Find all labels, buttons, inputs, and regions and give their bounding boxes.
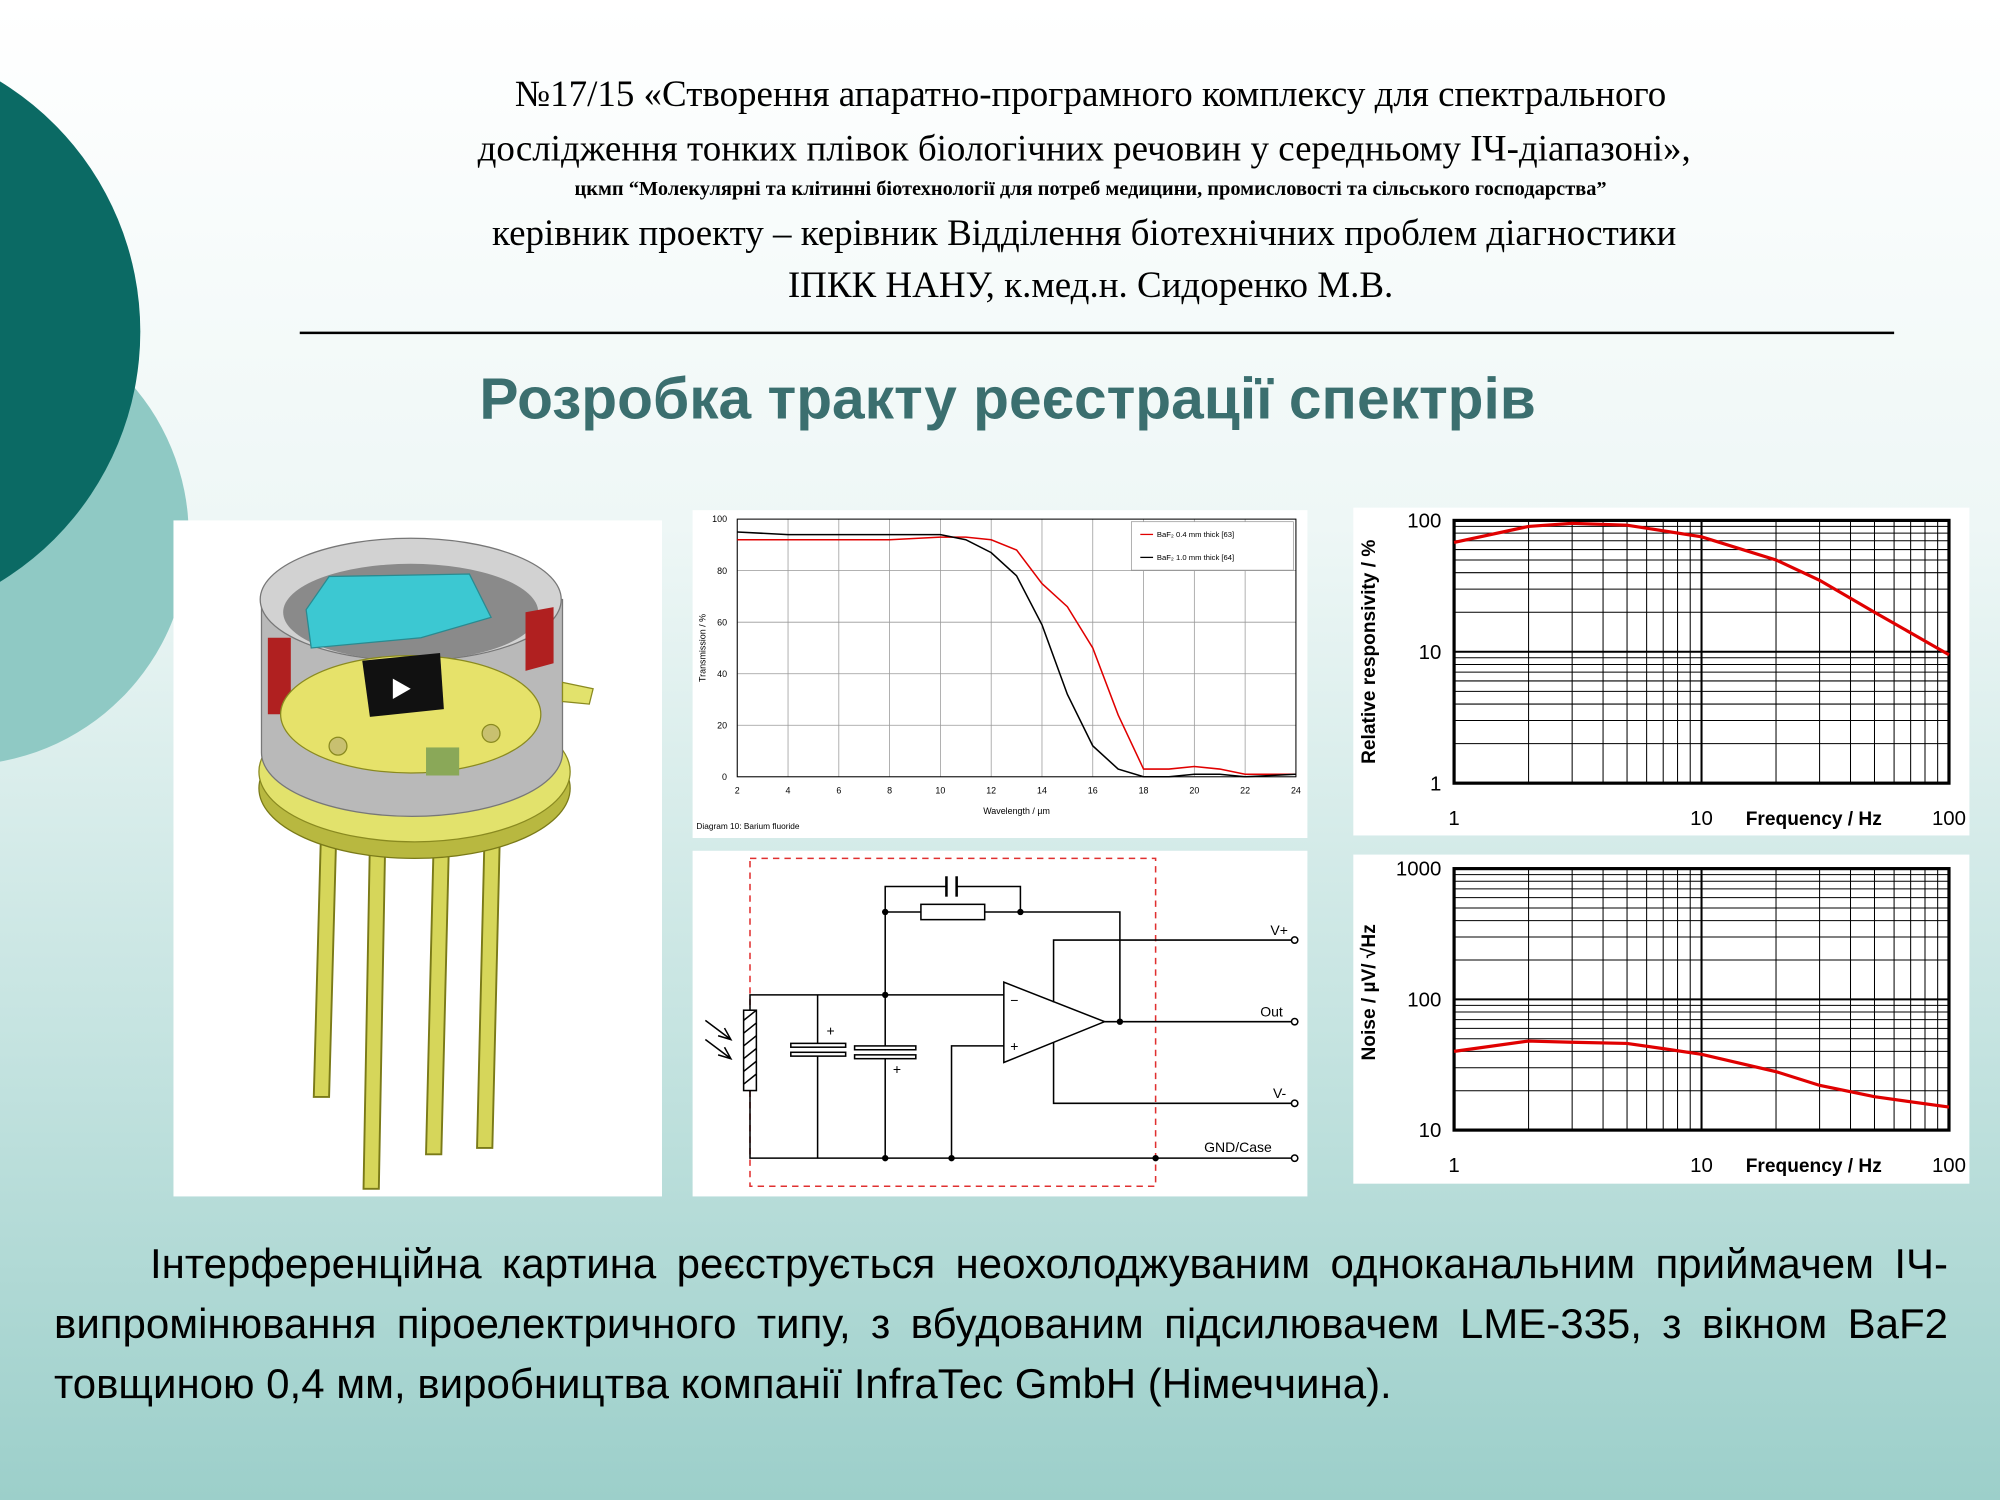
x-tick-label: 100 [1932,1155,1966,1177]
deco-circle-dark [0,81,141,582]
y-tick-label: 60 [717,617,727,627]
data-line [737,531,1296,778]
sensor-image [173,520,662,1197]
x-tick-label: 1 [1448,808,1459,830]
y-tick-label: 100 [1407,511,1441,533]
chart: 1 10 100 1 10 100 Frequency / Hz Relative respo… [1353,507,1970,836]
x-tick-label: 24 [1291,785,1301,795]
x-tick-label: 6 [836,785,841,795]
x-tick-label: 22 [1240,785,1250,795]
circuit-label: GND/Case [1204,1139,1272,1155]
plot-frame [1452,867,1951,1132]
header-line: ІПКК НАНУ, к.мед.н. Сидоренко М.В. [788,264,1393,305]
y-tick-label: 1000 [1396,859,1441,881]
legend-box [1130,521,1294,571]
circuit-sign: + [893,1061,901,1077]
x-tick-label: 18 [1139,785,1149,795]
y-tick-label: 10 [1419,642,1442,664]
x-tick-label: 10 [935,785,945,795]
x-tick-label: 100 [1932,808,1966,830]
y-axis-label: Transmission / % [697,614,707,682]
x-tick-label: 12 [986,785,996,795]
x-tick-label: 4 [786,785,791,795]
plot-frame [736,518,1297,778]
x-axis-label: Wavelength / µm [983,806,1050,816]
y-tick-label: 100 [712,514,727,524]
circuit-label: Out [1260,1004,1283,1020]
data-line [1453,1039,1950,1109]
description: Інтерференційна картина реєструється нео… [54,1240,1948,1407]
x-tick-label: 10 [1690,808,1713,830]
header-program: цкмп “Молекулярні та клітинні біотехноло… [574,178,1606,200]
chart: 2 4 6 8 10 12 14 16 18 20 22 24020406080100Waveleng… [692,510,1308,839]
circuit-label: V- [1273,1085,1287,1101]
y-axis-label: Relative responsivity / % [1359,540,1380,764]
y-tick-label: 40 [717,669,727,679]
y-tick-label: 1 [1430,773,1441,795]
y-tick-label: 10 [1419,1120,1442,1142]
legend-label: BaF₂ 1.0 mm thick [64] [1157,553,1234,562]
x-axis-label: Frequency / Hz [1746,1156,1882,1177]
header-line: дослідження тонких плівок біологічних ре… [478,128,1691,169]
circuit-sign: + [827,1023,835,1039]
circuit-sign: + [1010,1038,1018,1054]
x-tick-label: 8 [887,785,892,795]
plot-frame [1452,518,1951,785]
x-tick-label: 14 [1037,785,1047,795]
x-tick-label: 2 [735,785,740,795]
legend-label: BaF₂ 0.4 mm thick [63] [1157,530,1234,539]
slide-title: Розробка тракту реєстрації спектрів [479,366,1535,431]
circuit-label: V+ [1270,922,1288,938]
chart: 1 10 100 10 100 1000 Frequency / Hz Noise / µV/… [1353,854,1970,1184]
y-tick-label: 80 [717,566,727,576]
y-tick-label: 20 [717,720,727,730]
x-tick-label: 10 [1690,1155,1713,1177]
y-tick-label: 0 [722,772,727,782]
x-axis-label: Frequency / Hz [1746,809,1882,830]
y-axis-label: Noise / µV/ √Hz [1359,924,1380,1060]
data-line [737,536,1296,775]
chart-background [1353,507,1970,836]
chart-caption: Diagram 10: Barium fluoride [696,821,799,831]
header-line: №17/15 «Створення апаратно-програмного к… [515,73,1666,114]
x-tick-label: 16 [1088,785,1098,795]
circuit-sign: − [1010,992,1018,1008]
data-line [1453,521,1950,657]
y-tick-label: 100 [1407,990,1441,1012]
header-line: керівник проекту – керівник Відділення б… [492,212,1676,253]
x-tick-label: 20 [1189,785,1199,795]
circuit-diagram: V+ Out V- GND/Case + + − + [692,850,1308,1197]
x-tick-label: 1 [1448,1155,1459,1177]
